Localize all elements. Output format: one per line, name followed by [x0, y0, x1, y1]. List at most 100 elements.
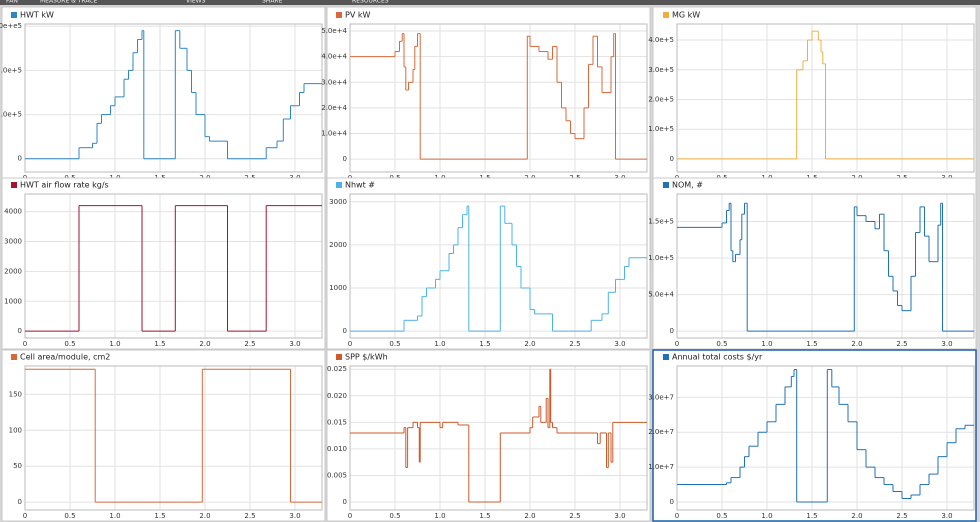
- toolbar-tab[interactable]: PAN: [6, 0, 18, 5]
- toolbar-tab[interactable]: MEASURE & TRACE: [40, 0, 98, 5]
- plot-frame: [676, 23, 975, 173]
- legend-swatch: [11, 12, 17, 18]
- x-tick-label: 0.5: [716, 512, 727, 520]
- y-tick-label: 0: [670, 327, 674, 335]
- y-tick-label: 150: [9, 390, 22, 398]
- y-tick-label: 2.0e+5: [0, 66, 22, 74]
- step-riser: [78, 30, 305, 159]
- chart-title: NOM, #: [672, 181, 703, 190]
- y-tick-label: 4.0e+4: [321, 53, 347, 61]
- step-riser: [394, 33, 616, 160]
- x-tick-label: 1.0: [761, 512, 772, 520]
- x-tick-label: 2.5: [896, 340, 907, 348]
- x-tick-label: 3.0: [941, 340, 952, 348]
- x-tick-label: 2.0: [851, 512, 862, 520]
- y-tick-label: 2.0e+5: [648, 95, 674, 103]
- x-tick-label: 1.0: [109, 512, 120, 520]
- y-tick-label: 0.015: [327, 418, 347, 426]
- panel: [652, 6, 977, 184]
- x-tick-label: 2.0: [199, 340, 210, 348]
- legend-swatch: [11, 182, 17, 188]
- y-tick-label: 3.0e+7: [648, 393, 674, 401]
- step-riser: [94, 369, 291, 503]
- y-tick-label: 100: [9, 426, 22, 434]
- panel: [652, 177, 977, 350]
- series: [677, 30, 974, 160]
- toolbar-tab[interactable]: RESOURCES: [352, 0, 389, 5]
- series: [25, 368, 322, 503]
- x-tick-label: 2.0: [199, 512, 210, 520]
- x-tick-label: 0.5: [64, 512, 75, 520]
- chart-title: PV kW: [345, 11, 370, 20]
- series: [350, 205, 647, 332]
- toolbar-tab[interactable]: VIEWS: [186, 0, 206, 5]
- x-tick-label: 1.0: [434, 512, 445, 520]
- x-tick-label: 0.5: [389, 512, 400, 520]
- y-tick-label: 0: [18, 498, 22, 506]
- legend-swatch: [663, 182, 669, 188]
- x-tick-label: 2.5: [244, 512, 255, 520]
- panel: [652, 349, 977, 522]
- y-tick-label: 5.0e+4: [648, 291, 674, 299]
- y-tick-label: 0.025: [327, 365, 347, 373]
- y-tick-label: 0.020: [327, 392, 347, 400]
- chart-title: Nhwt #: [345, 181, 375, 190]
- series: [25, 30, 322, 160]
- panel: [326, 349, 651, 522]
- chart-title: HWT kW: [20, 11, 54, 20]
- y-tick-label: 0: [670, 498, 674, 506]
- y-tick-label: 0: [670, 155, 674, 163]
- y-tick-label: 3000: [4, 238, 22, 246]
- y-tick-label: 1.5e+5: [648, 217, 674, 225]
- step-riser: [796, 31, 826, 159]
- y-tick-label: 0: [18, 327, 22, 335]
- plot-frame: [676, 365, 975, 511]
- x-tick-label: 3.0: [289, 512, 300, 520]
- legend-swatch: [336, 354, 342, 360]
- step-riser: [726, 369, 966, 502]
- x-tick-label: 3.0: [614, 340, 625, 348]
- chart-title: Cell area/module, cm2: [20, 353, 110, 362]
- x-tick-label: 2.0: [851, 340, 862, 348]
- chart-title: MG kW: [672, 11, 700, 20]
- series: [25, 205, 322, 332]
- x-tick-label: 0: [23, 512, 27, 520]
- x-tick-label: 3.0: [614, 512, 625, 520]
- step-riser: [78, 205, 267, 332]
- y-tick-label: 0: [343, 498, 347, 506]
- y-tick-label: 3.0e+e5: [0, 22, 22, 30]
- series: [350, 368, 647, 503]
- plot-frame: [24, 23, 323, 173]
- x-tick-label: 0: [675, 512, 679, 520]
- toolbar-tab[interactable]: SHARE: [262, 0, 283, 5]
- step-riser: [403, 369, 614, 503]
- y-tick-label: 2000: [329, 241, 347, 249]
- x-tick-label: 1.5: [154, 512, 165, 520]
- x-tick-label: 2.5: [896, 512, 907, 520]
- y-tick-label: 3000: [329, 198, 347, 206]
- plot-frame: [349, 365, 648, 511]
- y-tick-label: 2.0e+4: [321, 104, 347, 112]
- x-tick-label: 2.0: [524, 340, 535, 348]
- x-tick-label: 1.0: [434, 340, 445, 348]
- x-tick-label: 2.5: [569, 512, 580, 520]
- series: [677, 202, 974, 332]
- y-tick-label: 0.010: [327, 445, 347, 453]
- plot-frame: [24, 193, 323, 339]
- x-tick-label: 0: [348, 512, 352, 520]
- x-tick-label: 0.5: [389, 340, 400, 348]
- y-tick-label: 0: [343, 327, 347, 335]
- x-tick-label: 2.5: [569, 340, 580, 348]
- legend-swatch: [663, 12, 669, 18]
- x-tick-label: 1.0: [761, 340, 772, 348]
- y-tick-label: 1.0e+5: [0, 111, 22, 119]
- y-tick-label: 3.0e+4: [321, 78, 347, 86]
- legend-swatch: [336, 12, 342, 18]
- y-tick-label: 0.005: [327, 471, 347, 479]
- y-tick-label: 4000: [4, 208, 22, 216]
- y-tick-label: 0: [343, 155, 347, 163]
- x-tick-label: 3.0: [289, 340, 300, 348]
- x-tick-label: 0.5: [716, 340, 727, 348]
